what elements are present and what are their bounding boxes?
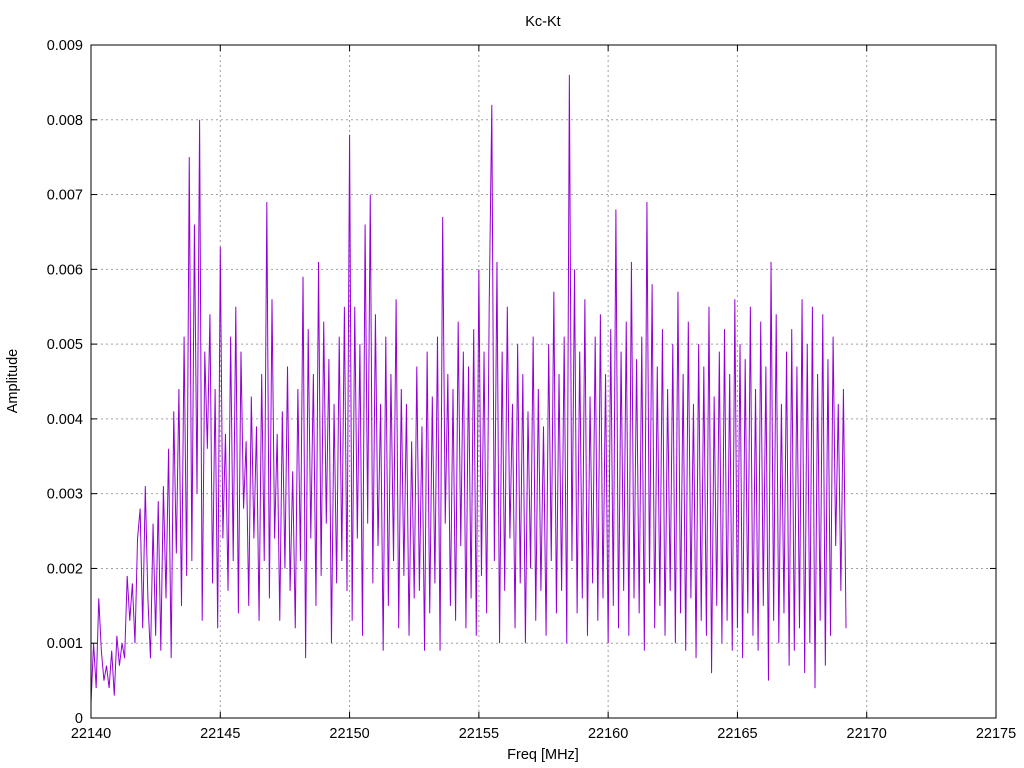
x-tick-label: 22150: [329, 726, 369, 742]
x-tick-label: 22165: [717, 726, 757, 742]
y-tick-label: 0.009: [47, 38, 83, 54]
x-tick-label: 22160: [588, 726, 628, 742]
ticks: [90, 44, 997, 719]
series-layer: [90, 74, 847, 704]
chart-title: Kc-Kt: [525, 14, 560, 30]
y-tick-label: 0.002: [47, 561, 83, 577]
y-axis-title: Amplitude: [5, 349, 21, 413]
grid: [91, 45, 996, 718]
x-tick-labels: 22140 22145 22150 22155 22160 22165 22170 22175: [71, 726, 1016, 742]
y-tick-label: 0.003: [47, 487, 83, 503]
y-tick-label: 0.008: [47, 113, 83, 129]
y-tick-label: 0.006: [47, 262, 83, 278]
x-axis-title: Freq [MHz]: [507, 747, 579, 763]
x-tick-label: 22145: [200, 726, 240, 742]
y-tick-label: 0.004: [47, 412, 83, 428]
y-tick-labels: 0 0.001 0.002 0.003 0.004 0.005 0.006 0.007 0.00…: [47, 38, 83, 727]
y-tick-label: 0.007: [47, 188, 83, 204]
y-tick-label: 0.005: [47, 337, 83, 353]
x-tick-label: 22155: [459, 726, 499, 742]
plot-frame: [90, 44, 997, 719]
series-line: [90, 74, 847, 704]
x-tick-label: 22175: [976, 726, 1016, 742]
y-tick-label: 0: [75, 711, 83, 727]
x-tick-label: 22140: [71, 726, 111, 742]
x-tick-label: 22170: [847, 726, 887, 742]
y-tick-label: 0.001: [47, 636, 83, 652]
